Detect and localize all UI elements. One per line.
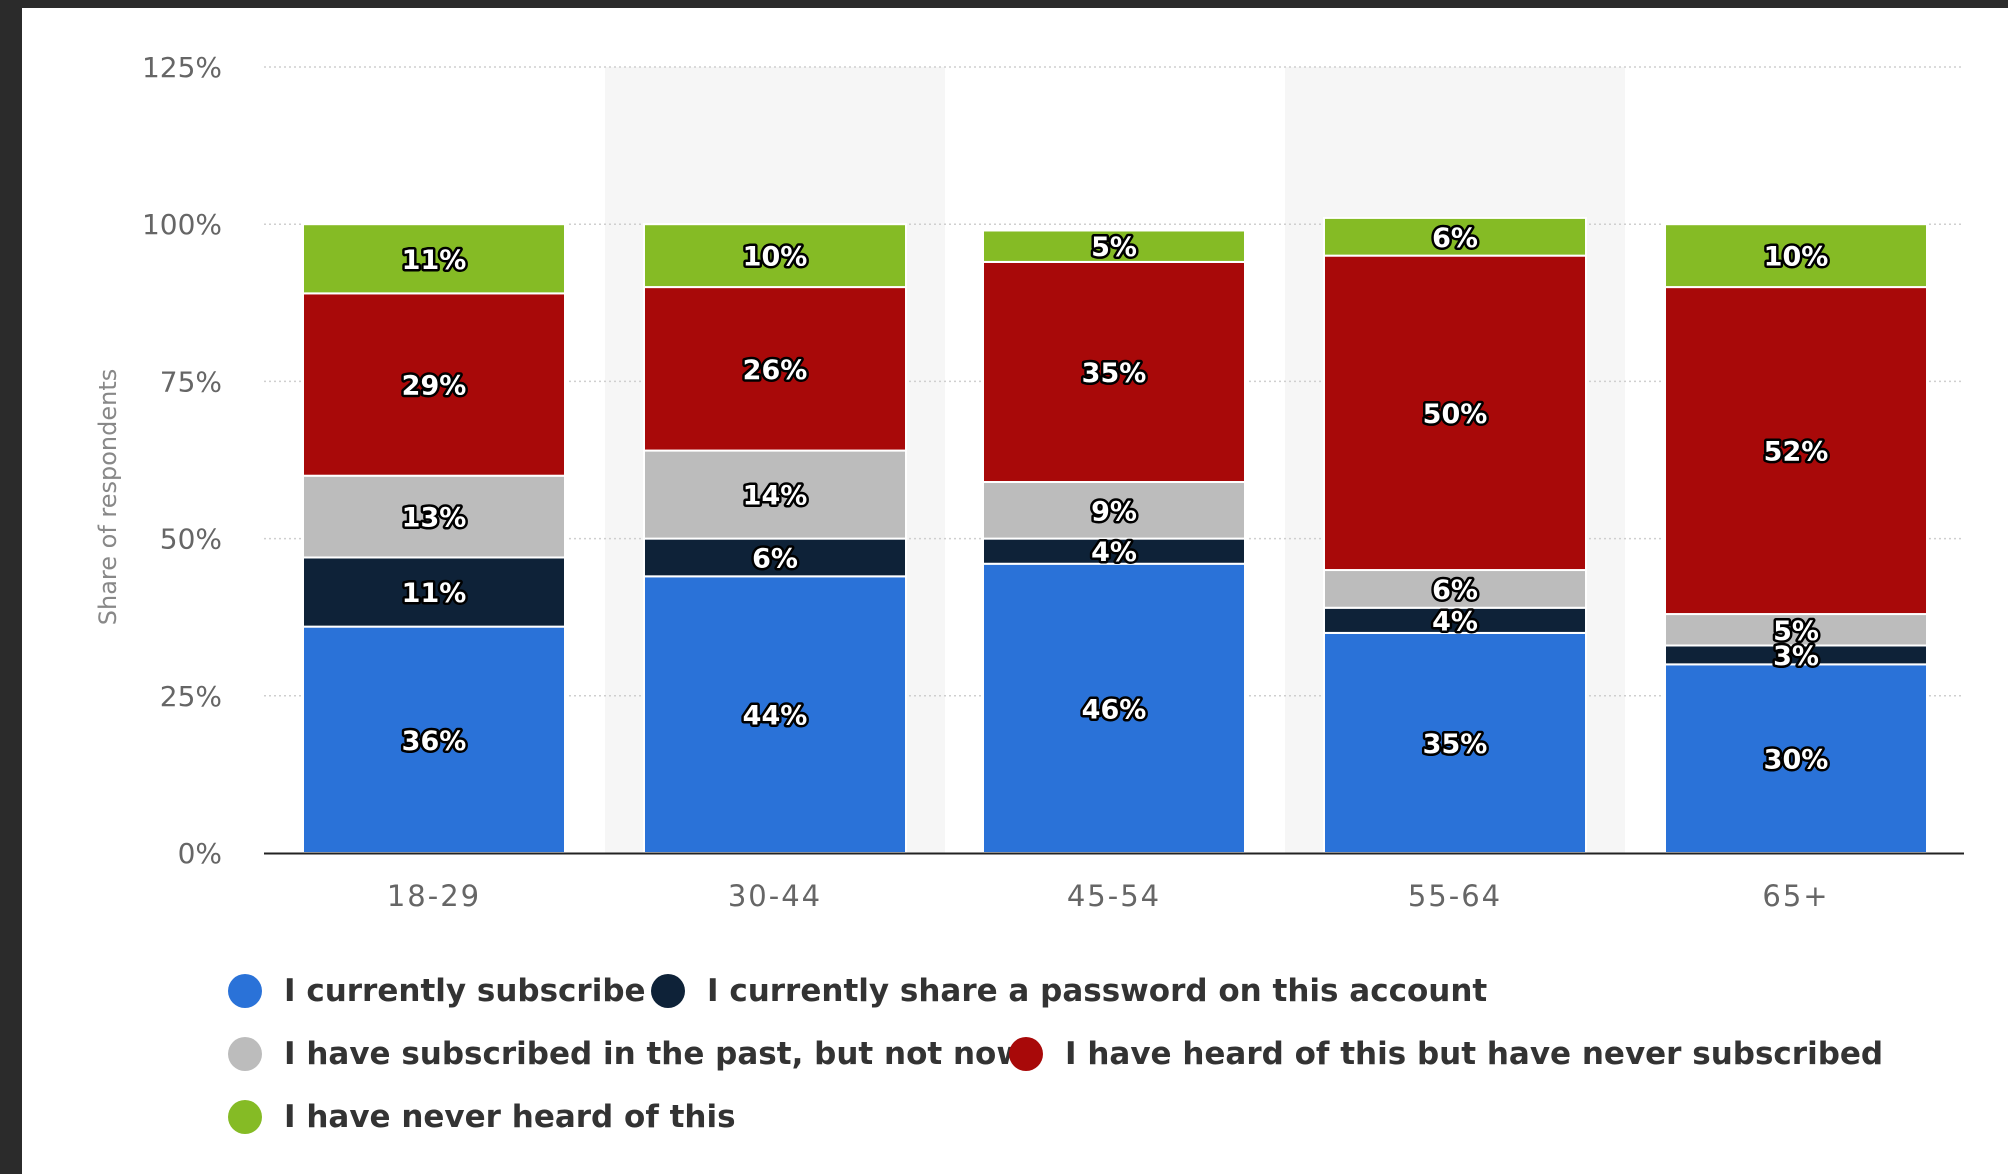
data-label: 29% <box>402 371 467 402</box>
x-tick-label: 30-44 <box>728 879 822 913</box>
legend-item[interactable]: I have heard of this but have never subs… <box>1009 1036 1883 1072</box>
y-tick-label: 50% <box>160 523 222 556</box>
data-label: 6% <box>1432 223 1478 254</box>
x-tick-label: 55-64 <box>1408 879 1502 913</box>
x-axis-ticks: 18-29 30-44 45-54 55-64 65+ <box>387 879 1829 913</box>
legend-label: I currently share a password on this acc… <box>707 973 1488 1009</box>
y-tick-label: 125% <box>142 51 222 84</box>
data-label: 6% <box>752 543 798 574</box>
bar-segment <box>982 562 1246 854</box>
bar-segment <box>1664 613 1928 647</box>
y-axis-ticks: 0% 25% 50% 75% 100% 125% <box>142 51 222 870</box>
y-tick-label: 0% <box>178 837 222 870</box>
legend-item[interactable]: I currently share a password on this acc… <box>651 973 1487 1009</box>
legend-dot-icon <box>651 974 685 1008</box>
bar-segment <box>982 229 1246 263</box>
data-label: 52% <box>1764 437 1829 468</box>
legend-label: I have subscribed in the past, but not n… <box>284 1036 1025 1072</box>
legend-dot-icon <box>228 974 262 1008</box>
y-axis-label: Share of respondents <box>94 369 122 626</box>
legend-dot-icon <box>1009 1037 1043 1071</box>
data-label: 30% <box>1764 745 1829 776</box>
bar-segment <box>1323 606 1587 634</box>
data-labels: 36% 11% 13% 29% 11% 44% 6% 14% 26% 10% 46% 4% 9% 35% 5… <box>399 220 1831 778</box>
bars <box>302 216 1928 855</box>
bar-segment <box>1323 631 1587 854</box>
data-label: 46% <box>1082 694 1147 725</box>
bar-segment <box>302 223 566 295</box>
x-tick-label: 65+ <box>1762 879 1829 913</box>
data-label: 4% <box>1091 537 1137 568</box>
data-label: 5% <box>1773 616 1819 647</box>
bar-segment <box>1323 254 1587 572</box>
data-label: 13% <box>402 503 467 534</box>
bar-segment <box>1664 223 1928 289</box>
legend-dot-icon <box>228 1037 262 1071</box>
bar-segment <box>1323 569 1587 609</box>
bar-segment <box>302 556 566 628</box>
bar-segment <box>982 537 1246 565</box>
bar-segment <box>982 481 1246 540</box>
bar-segment <box>643 286 907 452</box>
data-label: 10% <box>743 242 808 273</box>
bar-segment <box>982 260 1246 484</box>
data-label: 11% <box>402 578 467 609</box>
bar-segment <box>643 575 907 854</box>
bar-segment <box>302 474 566 559</box>
y-tick-label: 100% <box>142 208 222 241</box>
legend-item[interactable]: I currently subscribe <box>228 973 646 1009</box>
legend-label: I currently subscribe <box>284 973 646 1009</box>
data-label: 3% <box>1773 641 1819 672</box>
x-tick-label: 45-54 <box>1067 879 1161 913</box>
x-tick-label: 18-29 <box>387 879 481 913</box>
data-label: 50% <box>1423 399 1488 430</box>
bar-segment <box>302 625 566 855</box>
legend-label: I have heard of this but have never subs… <box>1065 1036 1884 1072</box>
y-tick-label: 25% <box>160 680 222 713</box>
data-label: 11% <box>402 245 467 276</box>
data-label: 44% <box>743 701 808 732</box>
data-label: 5% <box>1091 232 1137 263</box>
data-label: 4% <box>1432 606 1478 637</box>
bar-segment <box>302 292 566 477</box>
data-label: 36% <box>402 726 467 757</box>
data-label: 26% <box>743 355 808 386</box>
data-label: 9% <box>1091 496 1137 527</box>
bar-segment <box>1323 216 1587 257</box>
bar-segment <box>643 223 907 289</box>
data-label: 35% <box>1082 358 1147 389</box>
y-tick-label: 75% <box>160 365 222 398</box>
data-label: 35% <box>1423 729 1488 760</box>
data-label: 10% <box>1764 242 1829 273</box>
bar-segment <box>1664 663 1928 854</box>
bar-segment <box>643 449 907 540</box>
data-label: 6% <box>1432 575 1478 606</box>
legend-item[interactable]: I have never heard of this <box>228 1099 736 1135</box>
data-label: 14% <box>743 481 808 512</box>
legend-dot-icon <box>228 1100 262 1134</box>
legend-item[interactable]: I have subscribed in the past, but not n… <box>228 1036 1025 1072</box>
legend-label: I have never heard of this <box>284 1099 736 1135</box>
